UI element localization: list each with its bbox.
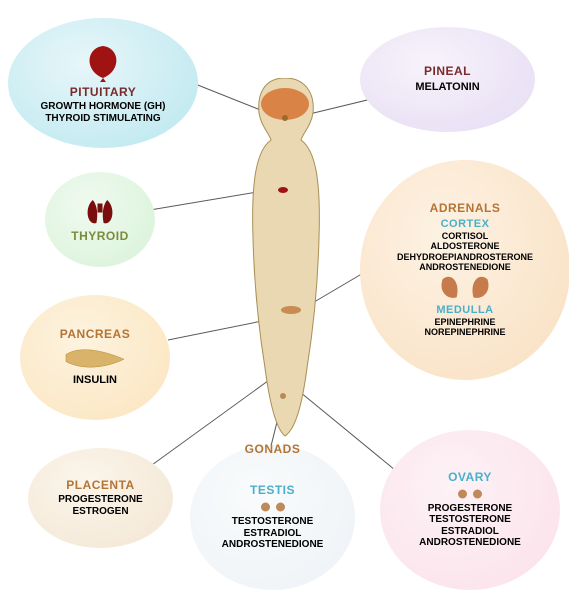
pineal-title: PINEAL (424, 65, 471, 79)
dot-pair-icon (258, 502, 288, 512)
adrenals-s0-h0: CORTISOL (442, 231, 489, 241)
ovary-hormone-1: TESTOSTERONE (429, 514, 511, 526)
adrenals-s1-h0: EPINEPHRINE (434, 317, 495, 327)
thyroid-bubble: THYROID (45, 172, 155, 267)
pancreas-icon (64, 346, 126, 370)
pituitary-bubble: PITUITARYGROWTH HORMONE (GH)THYROID STIM… (8, 18, 198, 148)
pituitary-hormone-0: GROWTH HORMONE (GH) (41, 101, 166, 113)
thyroid-icon (82, 196, 118, 226)
ovary-title: OVARY (448, 471, 492, 485)
testis-hormone-0: TESTOSTERONE (232, 516, 314, 528)
adrenals-s1-h1: NOREPINEPHRINE (424, 327, 505, 337)
testis-hormone-1: ESTRADIOL (244, 528, 302, 540)
pineal-hormone-0: MELATONIN (415, 81, 479, 94)
placenta-title: PLACENTA (66, 479, 134, 493)
adrenals-s0-h2: DEHYDROEPIANDROSTERONE (397, 252, 533, 262)
placenta-hormone-0: PROGESTERONE (58, 494, 142, 506)
adrenals-s0-h1: ALDOSTERONE (430, 241, 499, 251)
pancreas-hormone-0: INSULIN (73, 374, 117, 387)
adrenal-pair-icon (437, 274, 493, 300)
human-figure (225, 78, 345, 438)
ovary-bubble: OVARY PROGESTERONETESTOSTERONEESTRADIOLA… (380, 430, 560, 590)
adrenals-s0-h3: ANDROSTENEDIONE (419, 262, 511, 272)
thyroid-title: THYROID (71, 230, 129, 244)
adrenals-sub1: MEDULLA (436, 304, 493, 317)
placenta-bubble: PLACENTAPROGESTERONEESTROGEN (28, 448, 173, 548)
adrenals-title: ADRENALS (430, 202, 501, 216)
adrenals-sub0: CORTEX (441, 218, 490, 231)
ovary-hormone-0: PROGESTERONE (428, 503, 512, 515)
pituitary-hormone-1: THYROID STIMULATING (45, 113, 160, 125)
pituitary-title: PITUITARY (70, 86, 137, 100)
testis-bubble: GONADS TESTIS TESTOSTERONEESTRADIOLANDROS… (190, 445, 355, 590)
pineal-bubble: PINEAL MELATONIN (360, 27, 535, 132)
ovary-hormone-3: ANDROSTENEDIONE (419, 537, 521, 549)
testis-title: TESTIS (250, 484, 295, 498)
testis-supertitle: GONADS (190, 443, 355, 457)
ovary-hormone-2: ESTRADIOL (441, 526, 499, 538)
testis-hormone-2: ANDROSTENEDIONE (222, 539, 324, 551)
placenta-hormone-1: ESTROGEN (72, 506, 128, 518)
pituitary-icon (82, 44, 124, 82)
pancreas-title: PANCREAS (60, 328, 130, 342)
adrenals-bubble: ADRENALS CORTEXCORTISOLALDOSTERONEDEHYDRO… (360, 160, 569, 380)
dot-pair-icon (455, 489, 485, 499)
pancreas-bubble: PANCREAS INSULIN (20, 295, 170, 420)
